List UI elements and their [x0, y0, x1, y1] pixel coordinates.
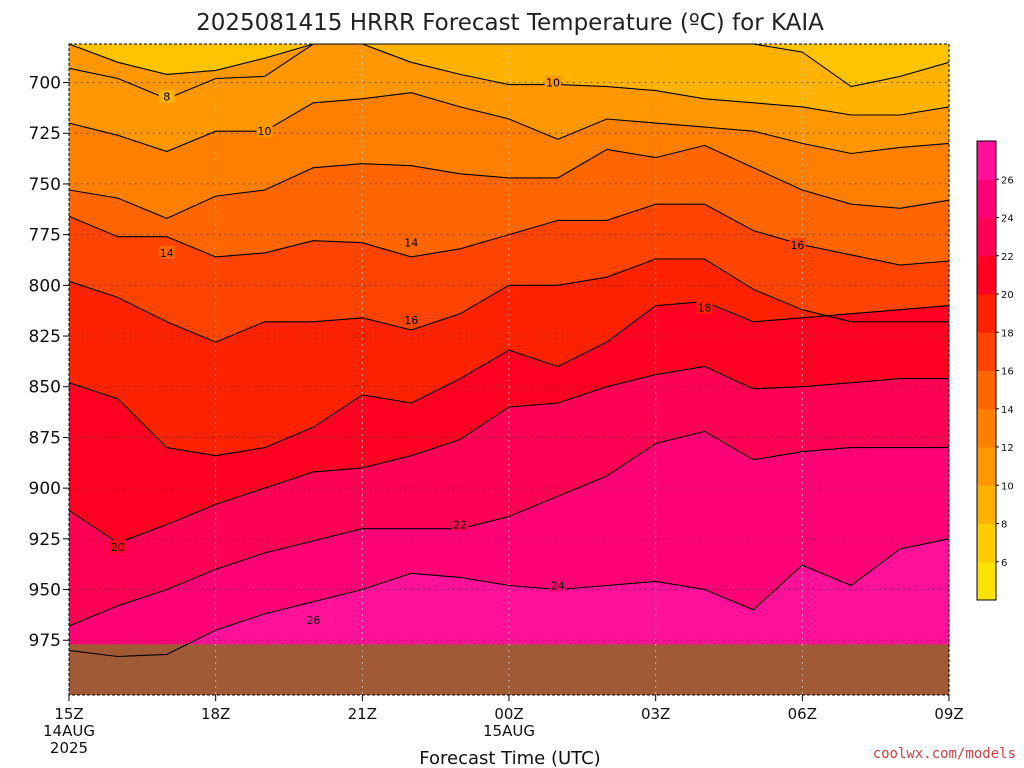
y-tick-label-700: 700 — [29, 74, 61, 94]
contour-label-bg-16 — [789, 237, 806, 251]
contour-label-10: 10 — [546, 77, 560, 90]
y-tick-label-925: 925 — [29, 530, 61, 550]
x-tick-label-18-0: 09Z — [934, 705, 963, 723]
colorbar-label-8: 8 — [1001, 520, 1007, 531]
x-tick-label-0-2: 2025 — [50, 739, 88, 757]
colorbar-segment-11 — [977, 141, 996, 180]
x-tick-label-15-0: 06Z — [788, 705, 817, 723]
x-tick-label-12-0: 03Z — [641, 705, 670, 723]
contour-label-bg-10 — [256, 124, 273, 138]
y-tick-label-850: 850 — [29, 378, 61, 398]
colorbar-label-18: 18 — [1001, 328, 1014, 339]
colorbar: 6 8 10 12 14 16 18 20 22 24 26 — [976, 140, 1014, 601]
colorbar-segment-0 — [977, 561, 996, 601]
contour-label-22: 22 — [453, 519, 467, 532]
colorbar-segment-8 — [977, 255, 996, 295]
x-tick-label-0-0: 15Z — [54, 705, 83, 723]
contour-line-24 — [68, 430, 949, 627]
contour-label-bg-26 — [305, 612, 322, 626]
x-tick-label-3-0: 18Z — [201, 705, 230, 723]
y-tick-label-825: 825 — [29, 327, 61, 347]
colorbar-label-12: 12 — [1001, 443, 1014, 454]
contour-label-20: 20 — [111, 541, 125, 554]
colorbar-segment-5 — [977, 370, 996, 410]
contour-label-14: 14 — [160, 247, 174, 260]
contour-line-22 — [68, 365, 949, 544]
colorbar-segment-6 — [977, 332, 996, 371]
contour-line-10 — [68, 43, 950, 116]
y-tick-label-900: 900 — [29, 479, 61, 499]
x-tick-label-9-1: 15AUG — [483, 722, 535, 740]
plot-area: 8 10 10 14 14 16 16 18 20 22 24 26 700 725 750 775 800 82… — [29, 43, 964, 757]
contour-label-bg-16 — [403, 312, 420, 326]
x-tick-label-0-1: 14AUG — [43, 722, 95, 740]
y-tick-label-950: 950 — [29, 581, 61, 601]
contour-label-26: 26 — [306, 614, 320, 627]
y-tick-label-750: 750 — [29, 175, 61, 195]
y-tick-label-800: 800 — [29, 276, 61, 296]
colorbar-segment-4 — [977, 408, 996, 448]
colorbar-label-24: 24 — [1001, 214, 1014, 225]
colorbar-label-10: 10 — [1001, 481, 1014, 492]
contour-line-12 — [68, 92, 950, 155]
x-tick-label-6-0: 21Z — [348, 705, 377, 723]
contour-line-14 — [68, 144, 950, 219]
credit-link[interactable]: coolwx.com/models — [873, 746, 1016, 762]
colorbar-label-14: 14 — [1001, 405, 1014, 416]
colorbar-label-22: 22 — [1001, 252, 1014, 263]
colorbar-label-16: 16 — [1001, 367, 1014, 378]
contour-line-20 — [68, 301, 950, 457]
contour-label-18: 18 — [698, 302, 712, 315]
contour-line-18 — [68, 258, 949, 343]
colorbar-label-20: 20 — [1001, 290, 1014, 301]
contour-label-bg-24 — [549, 578, 566, 592]
y-tick-label-975: 975 — [29, 631, 61, 651]
contour-label-bg-10 — [545, 75, 561, 89]
x-axis-label: Forecast Time (UTC) — [419, 748, 600, 768]
colorbar-segment-2 — [977, 485, 996, 524]
contour-label-bg-8 — [158, 89, 175, 103]
contour-label-16: 16 — [790, 239, 804, 252]
contour-label-14: 14 — [404, 237, 418, 250]
contour-label-16: 16 — [404, 314, 418, 327]
contour-line-26 — [68, 538, 950, 658]
x-tick-label-9-0: 00Z — [494, 705, 523, 723]
colorbar-label-6: 6 — [1001, 558, 1007, 569]
y-tick-label-725: 725 — [29, 124, 61, 144]
chart-title: 2025081415 HRRR Forecast Temperature (ºC… — [196, 10, 824, 36]
contour-label-bg-14 — [158, 245, 175, 259]
colorbar-label-26: 26 — [1001, 175, 1014, 186]
contour-label-bg-14 — [403, 235, 420, 249]
colorbar-segment-10 — [977, 179, 996, 218]
contour-label-bg-22 — [452, 517, 469, 531]
contour-label-bg-18 — [696, 300, 713, 314]
colorbar-segment-7 — [977, 294, 996, 333]
colorbar-segment-1 — [977, 523, 996, 563]
y-tick-label-775: 775 — [29, 226, 61, 246]
contour-label-10: 10 — [258, 125, 272, 138]
colorbar-segment-9 — [977, 217, 996, 257]
contour-label-24: 24 — [551, 579, 565, 592]
contour-label-bg-20 — [109, 539, 126, 553]
y-tick-label-875: 875 — [29, 428, 61, 448]
contour-label-8: 8 — [163, 91, 170, 104]
colorbar-segment-3 — [977, 447, 996, 486]
